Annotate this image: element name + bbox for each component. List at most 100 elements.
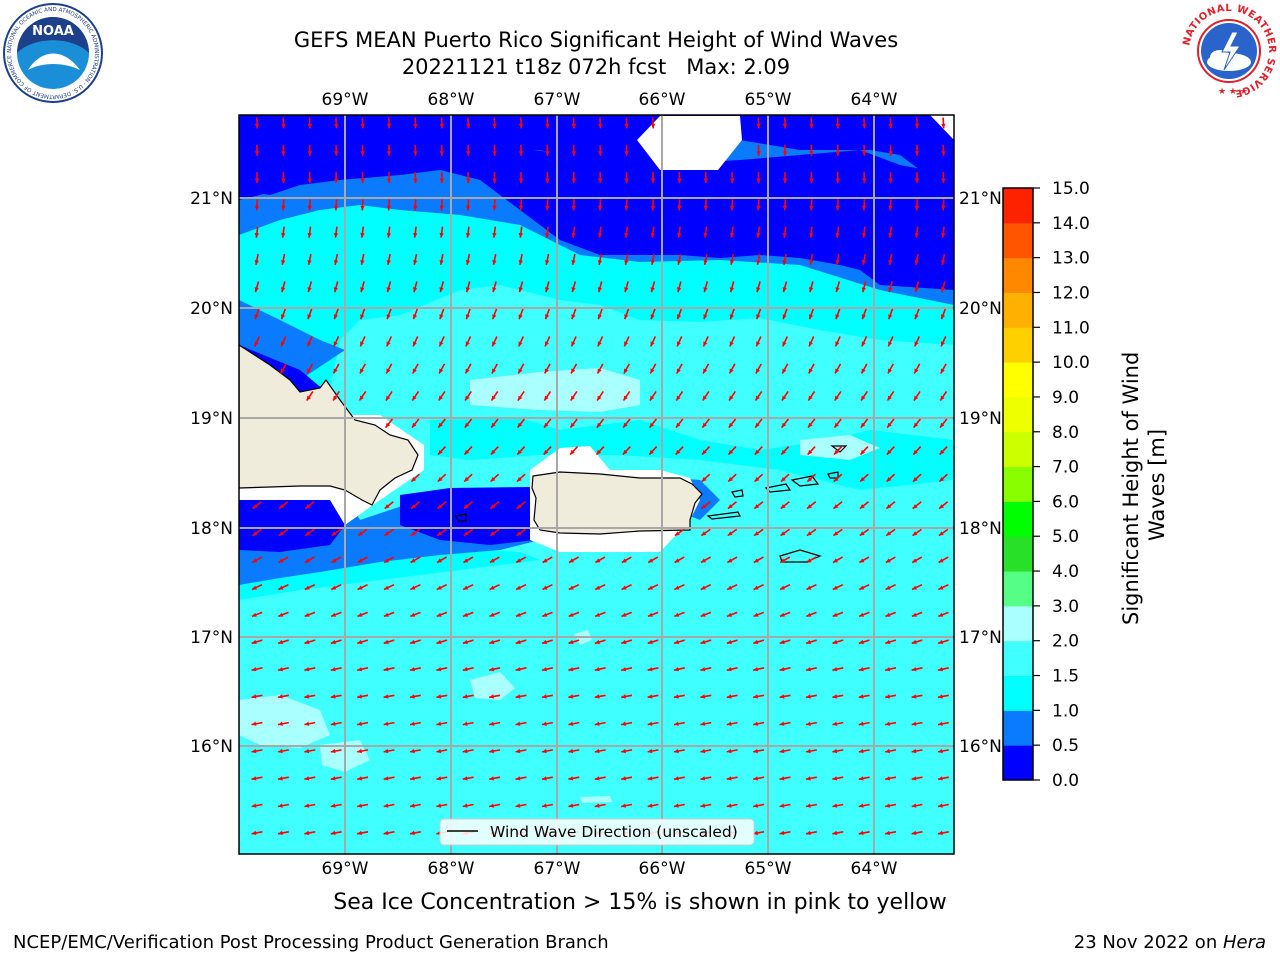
wave-direction-arrowhead bbox=[911, 830, 917, 836]
wave-direction-arrowhead bbox=[464, 422, 470, 428]
wave-direction-arrowhead bbox=[307, 205, 312, 211]
wave-direction-arrowhead bbox=[465, 287, 470, 293]
wave-direction-arrowhead bbox=[330, 721, 336, 726]
wave-direction-arrowhead bbox=[649, 395, 655, 401]
wave-direction-arrowhead bbox=[545, 341, 549, 347]
wave-direction-arrowhead bbox=[832, 748, 838, 754]
wave-direction-arrowhead bbox=[436, 639, 442, 645]
wave-direction-arrowhead bbox=[542, 558, 548, 563]
wave-direction-arrowhead bbox=[807, 477, 813, 482]
wave-direction-arrowhead bbox=[439, 123, 444, 129]
wave-direction-arrowhead bbox=[568, 585, 574, 590]
wave-direction-arrowhead bbox=[885, 748, 890, 754]
wave-direction-arrowhead bbox=[517, 422, 523, 428]
wave-direction-arrowhead bbox=[515, 639, 521, 645]
wave-direction-arrowhead bbox=[674, 558, 680, 563]
lat-label: 19°N bbox=[190, 409, 233, 429]
wave-direction-arrowhead bbox=[333, 232, 339, 238]
wave-direction-arrowhead bbox=[569, 558, 574, 563]
lat-labels-left: 21°N 20°N 19°N 18°N 17°N 16°N bbox=[190, 189, 233, 757]
wave-direction-arrowhead bbox=[357, 694, 362, 699]
wave-direction-arrowhead bbox=[782, 232, 787, 238]
wave-direction-arrowhead bbox=[701, 477, 707, 482]
wave-direction-arrowhead bbox=[278, 694, 283, 699]
wave-direction-arrowhead bbox=[858, 830, 864, 836]
wave-direction-arrowhead bbox=[278, 531, 284, 536]
wave-direction-arrowhead bbox=[700, 776, 706, 781]
wave-direction-arrowhead bbox=[515, 803, 521, 808]
wave-direction-arrowhead bbox=[462, 776, 468, 781]
wave-direction-arrowhead bbox=[437, 558, 442, 563]
wave-direction-arrowhead bbox=[252, 531, 258, 536]
wave-direction-arrowhead bbox=[782, 205, 788, 211]
wave-direction-arrowhead bbox=[623, 422, 628, 428]
wave-direction-arrowhead bbox=[594, 639, 600, 645]
wave-direction-arrowhead bbox=[938, 558, 944, 563]
wave-direction-arrowhead bbox=[780, 558, 786, 563]
wave-direction-arrowhead bbox=[358, 531, 363, 536]
wave-direction-arrowhead bbox=[594, 694, 600, 699]
wave-direction-arrowhead bbox=[360, 260, 365, 265]
wave-direction-arrowhead bbox=[466, 151, 471, 156]
wave-direction-arrowhead bbox=[307, 368, 312, 374]
wave-direction-arrowhead bbox=[384, 558, 390, 563]
wave-direction-arrowhead bbox=[859, 612, 864, 617]
wave-direction-arrowhead bbox=[254, 260, 259, 265]
wave-direction-arrowhead bbox=[885, 803, 890, 808]
wave-direction-arrowhead bbox=[674, 803, 679, 808]
wave-direction-arrowhead bbox=[464, 477, 469, 482]
wave-direction-arrowhead bbox=[914, 260, 919, 265]
wave-direction-arrowhead bbox=[383, 830, 389, 836]
wave-direction-arrowhead bbox=[938, 748, 943, 754]
wave-direction-arrowhead bbox=[859, 558, 865, 563]
wave-direction-arrowhead bbox=[411, 477, 417, 482]
wave-direction-arrowhead bbox=[650, 314, 655, 320]
wave-direction-arrowhead bbox=[518, 314, 523, 320]
wave-direction-arrowhead bbox=[436, 748, 442, 754]
wave-direction-arrowhead bbox=[278, 803, 283, 808]
wave-direction-arrowhead bbox=[278, 748, 283, 754]
wave-direction-arrowhead bbox=[410, 748, 415, 754]
wave-direction-arrowhead bbox=[938, 721, 943, 726]
wave-direction-arrowhead bbox=[647, 776, 653, 781]
wave-direction-arrowhead bbox=[360, 341, 365, 347]
wave-direction-arrowhead bbox=[911, 776, 917, 781]
wave-direction-arrowhead bbox=[304, 585, 310, 590]
wave-direction-arrowhead bbox=[383, 803, 389, 808]
wave-direction-arrowhead bbox=[251, 830, 257, 836]
wave-direction-arrowhead bbox=[516, 531, 522, 536]
wave-direction-arrowhead bbox=[806, 721, 811, 726]
wave-direction-arrowhead bbox=[281, 260, 286, 265]
wave-direction-arrowhead bbox=[832, 612, 838, 617]
wave-direction-arrowhead bbox=[676, 422, 681, 428]
wave-direction-arrowhead bbox=[331, 585, 337, 590]
wave-direction-arrowhead bbox=[832, 667, 838, 672]
colorbar-tick-label: 5.0 bbox=[1052, 527, 1079, 547]
wave-direction-arrowhead bbox=[333, 314, 338, 320]
wave-direction-arrowhead bbox=[281, 178, 286, 184]
wave-direction-arrowhead bbox=[360, 314, 365, 320]
wave-direction-arrowhead bbox=[861, 368, 866, 374]
wave-direction-arrowhead bbox=[727, 558, 733, 563]
colorbar-tick-label: 1.0 bbox=[1052, 701, 1079, 721]
noaa-logo-text: NOAA bbox=[32, 24, 74, 39]
wave-direction-arrowhead bbox=[779, 721, 785, 726]
wave-direction-arrowhead bbox=[782, 123, 788, 129]
wave-direction-arrowhead bbox=[516, 504, 522, 509]
wave-direction-arrowhead bbox=[806, 585, 812, 590]
wave-direction-arrowhead bbox=[305, 558, 310, 563]
wave-direction-arrowhead bbox=[281, 123, 286, 129]
wave-direction-arrowhead bbox=[279, 504, 284, 509]
wave-direction-arrowhead bbox=[304, 694, 310, 699]
wave-direction-arrowhead bbox=[385, 395, 391, 401]
wave-direction-arrowhead bbox=[677, 287, 682, 293]
wave-direction-arrowhead bbox=[594, 748, 600, 754]
wave-direction-arrowhead bbox=[832, 830, 838, 836]
wave-direction-arrowhead bbox=[939, 477, 945, 482]
wave-direction-arrowhead bbox=[779, 776, 785, 781]
wave-direction-arrowhead bbox=[623, 368, 628, 374]
credit-text: NCEP/EMC/Verification Post Processing Pr… bbox=[13, 932, 609, 953]
wave-direction-arrowhead bbox=[463, 504, 469, 509]
wave-direction-arrowhead bbox=[911, 803, 917, 808]
wave-direction-arrowhead bbox=[939, 449, 945, 455]
